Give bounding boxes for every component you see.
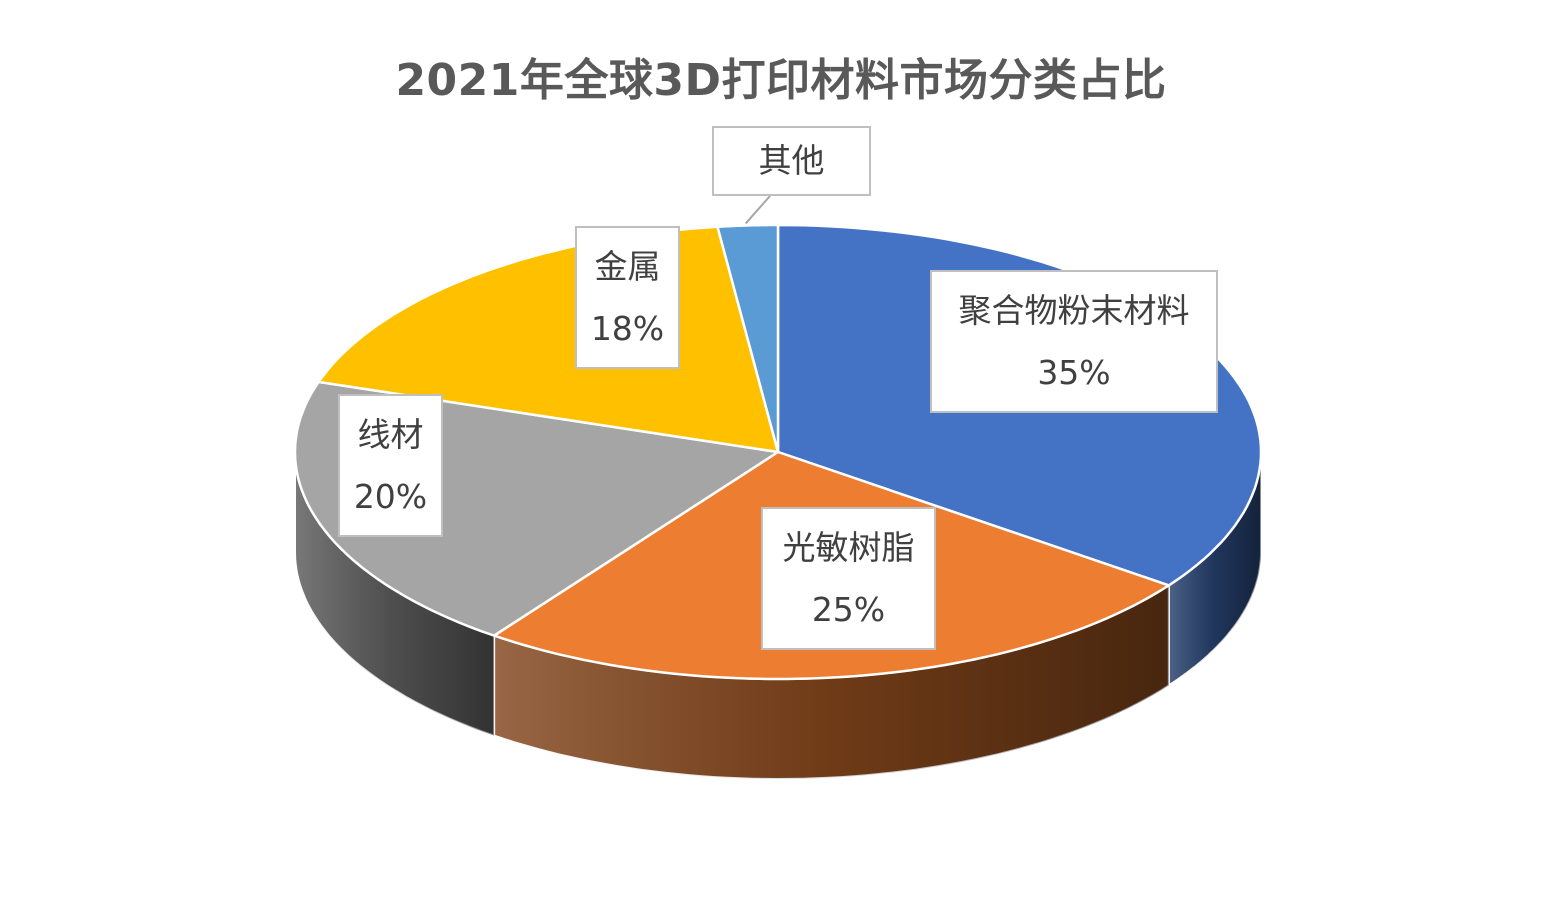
chart-title: 2021年全球3D打印材料市场分类占比	[395, 55, 1167, 106]
label-percent: 35%	[1037, 352, 1111, 392]
label-percent: 25%	[811, 589, 886, 629]
label-name: 聚合物粉末材料	[958, 290, 1190, 330]
label-name: 光敏树脂	[782, 527, 915, 567]
pie-side-walls	[294, 451, 1262, 781]
label-name: 线材	[357, 414, 424, 454]
data-label-filament: 线材 20%	[338, 394, 443, 537]
data-label-metal: 金属 18%	[575, 226, 680, 369]
pie-side-0-shading	[1168, 452, 1261, 686]
data-label-photosensitive-resin: 光敏树脂 25%	[761, 507, 936, 650]
pie-side-2-shading	[295, 452, 495, 736]
label-name: 其他	[758, 141, 825, 180]
label-percent: 20%	[353, 476, 428, 516]
label-name: 金属	[594, 246, 661, 286]
data-label-polymer-powder: 聚合物粉末材料 35%	[930, 270, 1218, 413]
label-percent: 18%	[590, 308, 665, 348]
pie-slice-4	[716, 223, 780, 454]
pie-side-1-shading	[494, 585, 1169, 779]
data-label-other: 其他	[712, 126, 871, 196]
leader-line-other	[744, 195, 771, 225]
leader-lines	[744, 195, 771, 225]
